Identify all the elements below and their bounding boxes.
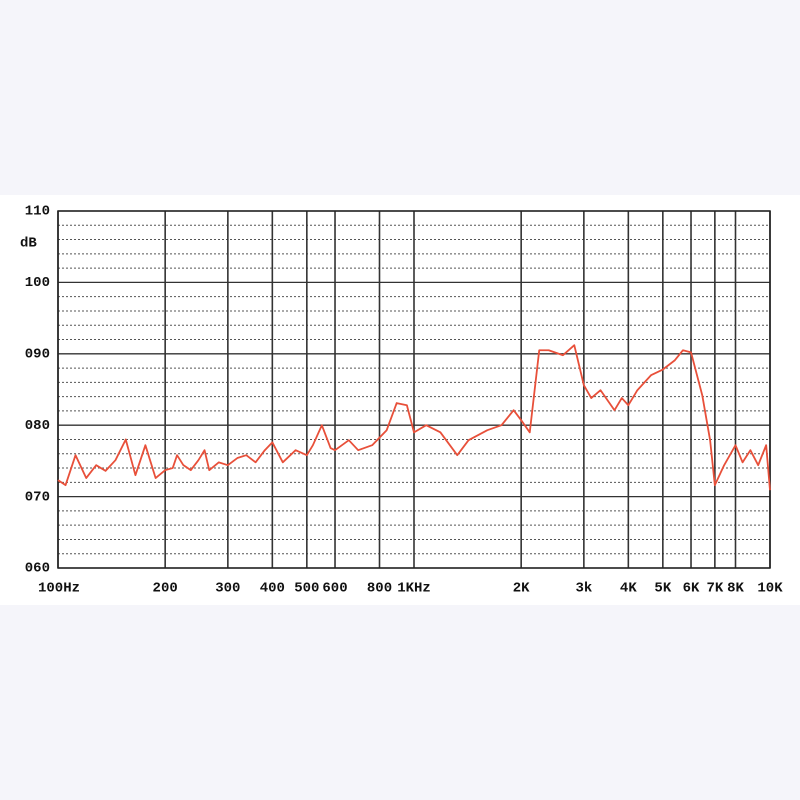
y-tick-label: 060 (25, 561, 50, 577)
x-tick-label: 600 (322, 581, 347, 597)
y-tick-label: 080 (25, 418, 50, 434)
x-tick-label: 300 (215, 581, 240, 597)
x-tick-label: 7K (706, 581, 723, 597)
response-curve (57, 344, 771, 491)
y-tick-label: 090 (25, 347, 50, 363)
plot-frame (57, 210, 771, 569)
x-tick-label: 2K (513, 581, 530, 597)
y-tick-label: 110 (25, 204, 50, 220)
y-axis-label: dB (20, 236, 37, 252)
chart-panel (0, 195, 800, 605)
x-tick-label: 800 (367, 581, 392, 597)
x-tick-label: 8K (727, 581, 744, 597)
x-tick-label: 1KHz (397, 581, 431, 597)
x-tick-label: 6K (683, 581, 700, 597)
x-tick-label: 100Hz (38, 581, 80, 597)
x-tick-label: 400 (260, 581, 285, 597)
x-tick-label: 5K (654, 581, 671, 597)
y-tick-label: 100 (25, 275, 50, 291)
x-tick-label: 200 (153, 581, 178, 597)
x-tick-label: 4K (620, 581, 637, 597)
x-tick-label: 3k (575, 581, 592, 597)
y-tick-label: 070 (25, 489, 50, 505)
x-tick-label: 10K (757, 581, 783, 597)
x-tick-label: 500 (294, 581, 319, 597)
